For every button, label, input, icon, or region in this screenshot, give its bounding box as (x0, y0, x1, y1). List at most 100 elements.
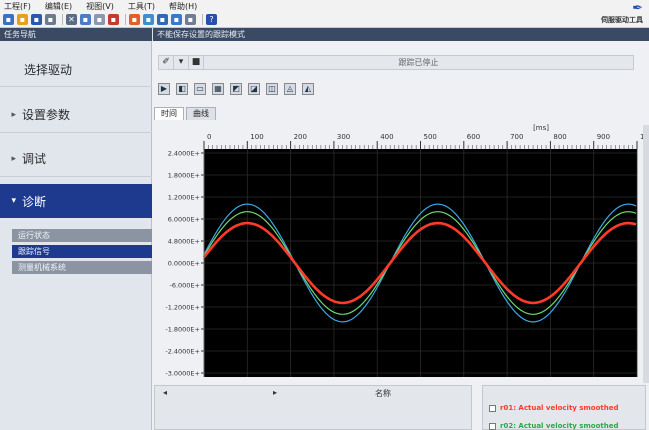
toolbar-separator (125, 14, 126, 25)
y-tick-label: 1.2000E+ (168, 194, 200, 202)
x-tick-label: 200 (294, 133, 307, 141)
task-nav-header: 任务导航 (0, 28, 152, 41)
tab-time[interactable]: 时间 (154, 107, 184, 120)
connect-icon[interactable]: ▪ (108, 14, 119, 25)
brand-label: 伺服驱动工具 (601, 16, 643, 24)
chevron-down-icon: ▾ (11, 196, 16, 206)
toolbar-separator (202, 14, 203, 25)
trace-control-bar: ✐ ▾ ■ 跟踪已停止 (158, 55, 634, 70)
x-tick-label: 900 (597, 133, 610, 141)
new-icon[interactable]: ▪ (3, 14, 14, 25)
open-icon[interactable]: ▪ (17, 14, 28, 25)
trace-tool-5-icon[interactable]: ◪ (248, 83, 260, 95)
nav-debug-label: 调试 (22, 152, 47, 166)
legend-item[interactable]: r01: Actual velocity smoothed (489, 404, 618, 412)
menu-project[interactable]: 工程(F) (4, 1, 31, 11)
y-tick-label: 6.0000E+ (168, 216, 200, 224)
settings-icon[interactable]: ▪ (185, 14, 196, 25)
menu-help[interactable]: 帮助(H) (169, 1, 198, 11)
save-icon[interactable]: ▪ (31, 14, 42, 25)
print-icon[interactable]: ▪ (45, 14, 56, 25)
trace-tools: ▶ ◧ ▭ ▦ ◩ ◪ ◫ ◬ ◭ (158, 83, 320, 97)
menu-tools[interactable]: 工具(T) (127, 1, 155, 11)
help-icon[interactable]: ? (206, 14, 217, 25)
param-icon[interactable]: ▪ (157, 14, 168, 25)
x-tick-label: 300 (337, 133, 350, 141)
series-line-2 (203, 211, 637, 315)
x-tick-label: 600 (467, 133, 480, 141)
stop-icon[interactable]: ■ (189, 56, 204, 69)
x-axis-label: [ms] (533, 124, 549, 132)
edit-icon[interactable]: ✐ (159, 56, 174, 69)
tab-curve[interactable]: 曲线 (186, 107, 216, 120)
trace-tool-1-icon[interactable]: ◧ (176, 83, 188, 95)
paste-icon[interactable]: ▪ (94, 14, 105, 25)
chart-icon[interactable]: ▪ (171, 14, 182, 25)
trace-chart[interactable]: 0 100 200 300 400 500 600 700 800 900 1 [ms] 2.4000E… (152, 121, 649, 383)
scroll-left-icon[interactable]: ◂ (163, 388, 168, 397)
menu-view[interactable]: 视图(V) (86, 1, 114, 11)
legend-panel: r01: Actual velocity smoothed r02: Actua… (482, 385, 646, 430)
series-line-1 (202, 221, 637, 305)
y-tick-label: -1.8000E+ (165, 326, 200, 334)
trace-tool-4-icon[interactable]: ◩ (230, 83, 242, 95)
tool-icon[interactable]: ▪ (129, 14, 140, 25)
oscilloscope[interactable]: 0 100 200 300 400 500 600 700 800 900 1 [ms] 2.4000E… (152, 121, 649, 383)
monitor-icon[interactable]: ▪ (143, 14, 154, 25)
nav-debug[interactable]: ▸ 调试 (0, 141, 152, 177)
trace-tool-7-icon[interactable]: ◬ (284, 83, 296, 95)
trace-panel: ✐ ▾ ■ 跟踪已停止 ▶ ◧ ▭ ▦ ◩ ◪ ◫ ◬ ◭ 时间 曲线 0 100 200 300 40… (152, 41, 649, 430)
chevron-right-icon: ▸ (11, 109, 16, 120)
task-navigation: 选择驱动 ▸ 设置参数 ▸ 调试 ▾ 诊断 运行状态 跟踪信号 测量机械系统 (0, 41, 152, 430)
trace-header: 不能保存设置的跟踪模式 (153, 28, 649, 41)
nav-set-parameters-label: 设置参数 (22, 108, 71, 122)
trace-tool-2-icon[interactable]: ▭ (194, 83, 206, 95)
scroll-right-icon[interactable]: ▸ (273, 388, 278, 397)
sub-item-measure-mechanics[interactable]: 测量机械系统 (12, 261, 152, 274)
vertical-scrollbar[interactable] (643, 125, 649, 383)
y-tick-label: -3.0000E+ (165, 370, 200, 378)
toolbar: ▪ ▪ ▪ ▪ ✕ ▪ ▪ ▪ ▪ ▪ ▪ ▪ ▪? (0, 12, 649, 28)
checkbox[interactable] (489, 404, 496, 412)
x-tick-label: 1 (640, 133, 644, 141)
brand: ✒ 伺服驱动工具 (601, 2, 643, 25)
sub-item-trace-signal[interactable]: 跟踪信号 (12, 245, 152, 258)
legend-item[interactable]: r02: Actual velocity smoothed (489, 422, 618, 430)
trace-tabs: 时间 曲线 (154, 107, 218, 120)
legend-label-2: r02: Actual velocity smoothed (500, 422, 619, 430)
trace-status-text: 跟踪已停止 (398, 58, 439, 67)
nav-set-parameters[interactable]: ▸ 设置参数 (0, 97, 152, 133)
y-tick-label: 0.0000E+ (168, 260, 200, 268)
trace-tool-0-icon[interactable]: ▶ (158, 83, 170, 95)
nav-select-drive[interactable]: 选择驱动 (0, 53, 152, 87)
nav-diagnostics[interactable]: ▾ 诊断 (0, 184, 152, 218)
y-tick-label: -2.4000E+ (165, 348, 200, 356)
menu-bar: 工程(F) 编辑(E) 视图(V) 工具(T) 帮助(H) (0, 0, 649, 12)
y-tick-label: -6.000E+ (169, 282, 200, 290)
y-tick-label: 1.8000E+ (168, 172, 200, 180)
dropdown-icon[interactable]: ▾ (174, 56, 189, 69)
x-tick-label: 0 (207, 133, 211, 141)
menu-edit[interactable]: 编辑(E) (44, 1, 73, 11)
x-tick-label: 100 (250, 133, 263, 141)
x-tick-label: 500 (424, 133, 437, 141)
x-tick-label: 700 (510, 133, 523, 141)
series-line-3 (203, 203, 637, 323)
copy-icon[interactable]: ▪ (80, 14, 91, 25)
sub-item-run-status[interactable]: 运行状态 (12, 229, 152, 242)
trace-tool-6-icon[interactable]: ◫ (266, 83, 278, 95)
nav-select-drive-label: 选择驱动 (24, 63, 73, 77)
trace-tool-8-icon[interactable]: ◭ (302, 83, 314, 95)
y-tick-label: -1.2000E+ (165, 304, 200, 312)
x-tick-label: 800 (553, 133, 566, 141)
cut-icon[interactable]: ✕ (66, 14, 77, 25)
trace-tool-3-icon[interactable]: ▦ (212, 83, 224, 95)
y-tick-label: 2.4000E+ (168, 150, 200, 158)
toolbar-separator (62, 14, 63, 25)
x-tick-label: 400 (380, 133, 393, 141)
pencil-icon: ✒ (632, 1, 643, 16)
legend-label-1: r01: Actual velocity smoothed (500, 404, 619, 412)
chevron-right-icon: ▸ (11, 153, 16, 164)
checkbox[interactable] (489, 422, 496, 430)
